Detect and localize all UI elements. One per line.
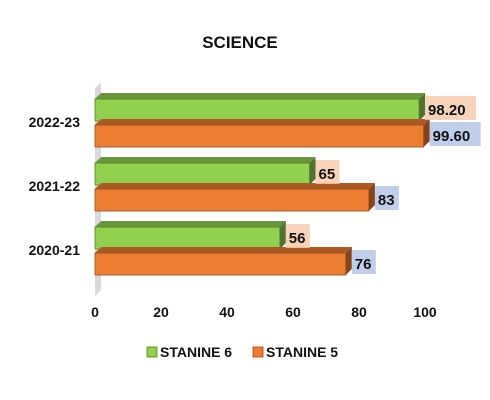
bar-stanine-6-2022-23 bbox=[94, 93, 426, 122]
x-tick-60: 60 bbox=[285, 304, 301, 320]
data-label-stanine-5-2022-23: 99.60 bbox=[429, 122, 481, 146]
data-label-stanine-6-2021-22: 65 bbox=[315, 160, 340, 184]
bar-side-face bbox=[368, 183, 375, 211]
data-label-stanine-5-2020-21: 76 bbox=[351, 250, 376, 274]
data-labels-group: 98.20 99.60 65 83 56 76 bbox=[285, 96, 481, 274]
bars-group bbox=[94, 93, 430, 276]
data-label-bg bbox=[374, 186, 399, 210]
category-label-2022-23: 2022-23 bbox=[29, 114, 81, 130]
data-label-stanine-6-2020-21: 56 bbox=[285, 224, 310, 248]
bar-stanine-5-2021-22 bbox=[94, 183, 375, 212]
data-label-stanine-5-2021-22: 83 bbox=[374, 186, 399, 210]
data-label-bg bbox=[315, 160, 340, 184]
bar-side-face bbox=[419, 93, 426, 121]
bar-front-face bbox=[94, 226, 281, 250]
bar-top-face bbox=[95, 93, 426, 99]
legend-label-stanine-5: STANINE 5 bbox=[266, 344, 338, 360]
bar-side-face bbox=[279, 221, 286, 249]
legend: STANINE 6 STANINE 5 bbox=[146, 344, 338, 360]
bar-front-face bbox=[94, 124, 425, 148]
bar-front-face bbox=[94, 252, 347, 276]
x-tick-100: 100 bbox=[413, 304, 437, 320]
x-tick-80: 80 bbox=[351, 304, 367, 320]
bar-top-face bbox=[95, 183, 375, 189]
bar-top-face bbox=[95, 157, 316, 163]
x-tick-0: 0 bbox=[91, 304, 99, 320]
legend-label-stanine-6: STANINE 6 bbox=[160, 344, 232, 360]
bar-front-face bbox=[94, 188, 370, 212]
data-label-text: 98.20 bbox=[428, 102, 466, 119]
bar-side-face bbox=[309, 157, 316, 185]
bar-top-face bbox=[95, 119, 430, 125]
legend-swatch-stanine-5 bbox=[252, 346, 264, 358]
legend-swatch-stanine-6 bbox=[146, 346, 158, 358]
data-label-bg bbox=[429, 122, 481, 146]
data-label-stanine-6-2022-23: 98.20 bbox=[425, 96, 477, 120]
bar-side-face bbox=[345, 247, 352, 275]
category-label-2020-21: 2020-21 bbox=[29, 242, 81, 258]
bar-top-face bbox=[95, 247, 352, 253]
data-label-bg bbox=[351, 250, 376, 274]
data-label-text: 99.60 bbox=[433, 128, 471, 145]
bar-stanine-5-2020-21 bbox=[94, 247, 352, 276]
data-label-text: 83 bbox=[378, 192, 395, 209]
category-labels: 2022-23 2021-22 2020-21 bbox=[29, 114, 81, 258]
bar-stanine-5-2022-23 bbox=[94, 119, 430, 148]
chart-title: SCIENCE bbox=[202, 33, 278, 52]
bar-front-face bbox=[94, 98, 420, 122]
bar-top-face bbox=[95, 221, 286, 227]
bar-front-face bbox=[94, 162, 310, 186]
data-label-bg bbox=[425, 96, 477, 120]
bar-stanine-6-2020-21 bbox=[94, 221, 286, 250]
bar-side-face bbox=[423, 119, 430, 147]
data-label-bg bbox=[285, 224, 310, 248]
x-axis-ticks: 0 20 40 60 80 100 bbox=[91, 304, 437, 320]
data-label-text: 76 bbox=[355, 256, 372, 273]
bar-stanine-6-2021-22 bbox=[94, 157, 316, 186]
x-tick-20: 20 bbox=[153, 304, 169, 320]
category-label-2021-22: 2021-22 bbox=[29, 178, 81, 194]
x-tick-40: 40 bbox=[219, 304, 235, 320]
data-label-text: 65 bbox=[319, 166, 336, 183]
data-label-text: 56 bbox=[289, 230, 306, 247]
